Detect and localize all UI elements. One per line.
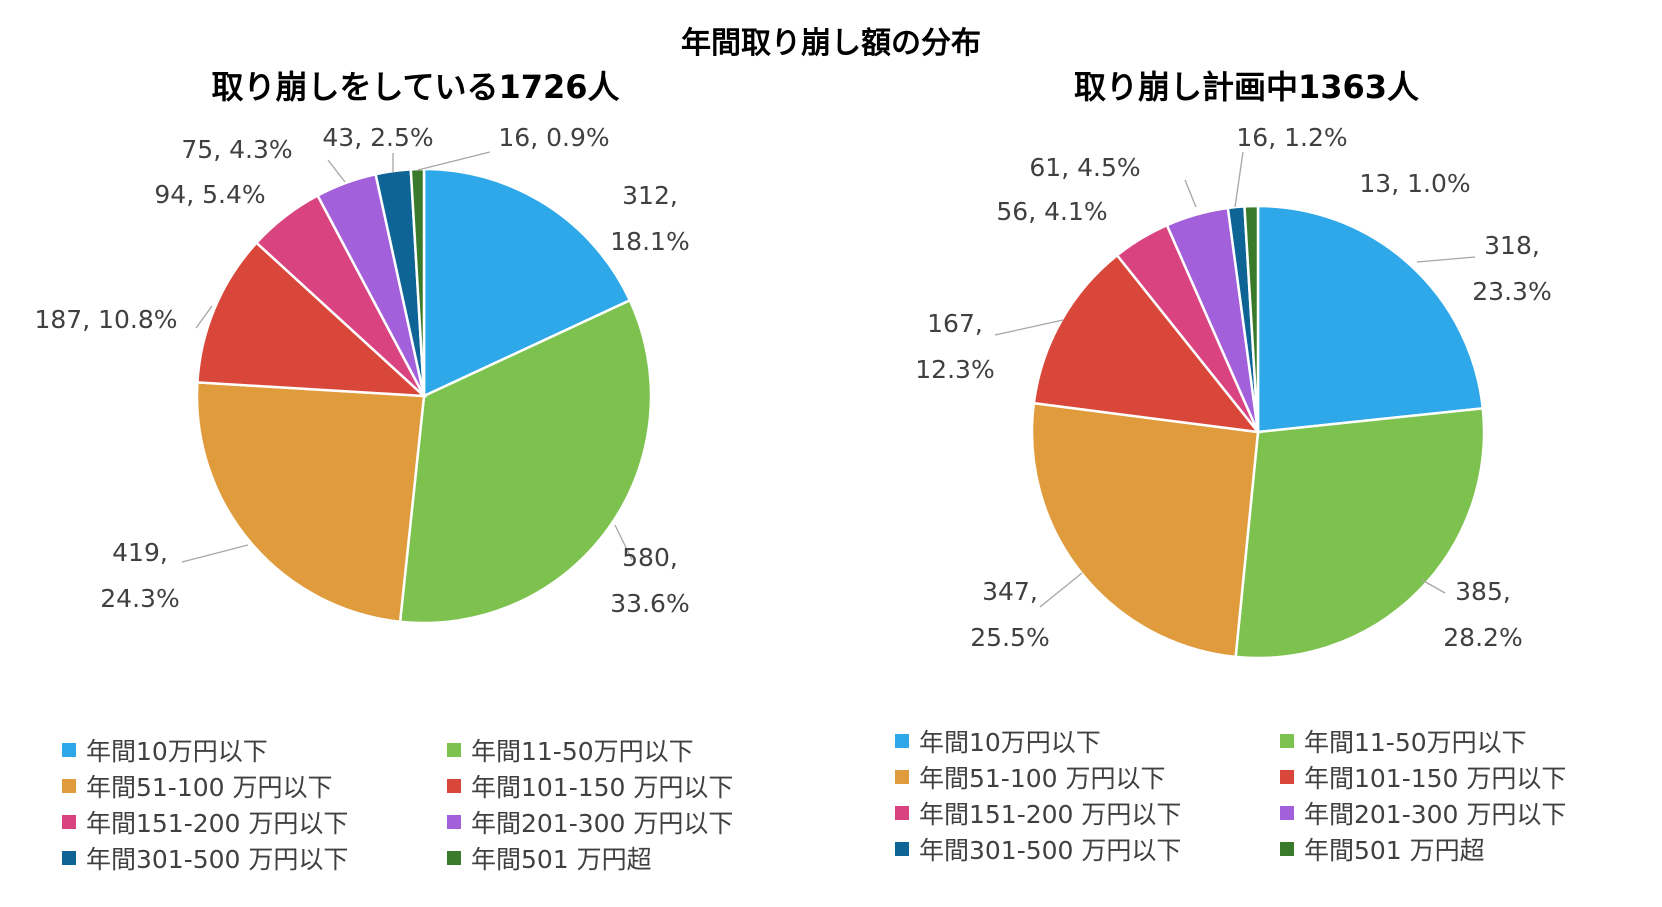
pie1-data-label-8: 16, 0.9% [498,123,609,152]
pie1-data-label-4: 187, 10.8% [34,305,177,334]
legend-swatch [62,779,76,793]
main-title: 年間取り崩し額の分布 [681,26,981,61]
pie2-slice-3 [1030,401,1260,659]
pie2-slice-2 [1234,406,1486,660]
legend-item-1-7: 年間301-500 万円以下 [62,842,447,874]
chart-title-right: 取り崩し計画中1363人 [1073,68,1420,106]
legend-swatch [447,851,461,865]
legend-swatch [895,842,909,856]
legend-swatch [62,743,76,757]
pie1-leader-2 [614,524,633,561]
chart-title-left: 取り崩しをしている1726人 [211,68,620,106]
pie1-data-label-2: 580, 33.6% [610,543,689,618]
pie1-slice-3 [195,381,426,624]
legend-item-2-3: 年間51-100 万円以下 [895,761,1280,793]
legend-swatch [895,734,909,748]
legend-label: 年間11-50万円以下 [471,737,694,766]
pie2-slice-8 [1243,204,1260,433]
pie2-data-label-4: 167, 12.3% [915,309,994,384]
pie2-data-label-5: 56, 4.1% [996,197,1107,226]
legend-label: 年間51-100 万円以下 [86,773,333,802]
pie2-leader-7 [1234,151,1244,208]
legend-label: 年間151-200 万円以下 [86,809,349,838]
legend-item-1-5: 年間151-200 万円以下 [62,806,447,838]
legend-label: 年間301-500 万円以下 [86,845,349,874]
legend-item-1-3: 年間51-100 万円以下 [62,770,447,802]
legend-label: 年間11-50万円以下 [1304,728,1527,757]
legend-item-2-5: 年間151-200 万円以下 [895,797,1280,829]
legend-label: 年間501 万円超 [471,845,652,874]
pie2-data-label-6: 61, 4.5% [1029,153,1140,182]
legend-label: 年間501 万円超 [1304,836,1485,865]
pie2-leader-6 [1184,179,1197,208]
legend-swatch [1280,770,1294,784]
pie1-data-label-1: 312, 18.1% [610,181,689,256]
legend-item-1-6: 年間201-300 万円以下 [447,806,777,838]
pie1-leader-3 [181,544,249,563]
legend-label: 年間101-150 万円以下 [1304,764,1567,793]
legend-swatch [1280,806,1294,820]
legend-label: 年間101-150 万円以下 [471,773,734,802]
pie2-data-label-2: 385, 28.2% [1443,577,1522,652]
pie1-data-label-3: 419, 24.3% [100,538,179,613]
legend-item-2-8: 年間501 万円超 [1280,833,1610,865]
pie1-leader-4 [195,305,213,329]
pie1-slice-4 [196,241,428,398]
legend-label: 年間10万円以下 [86,737,268,766]
legend-label: 年間10万円以下 [919,728,1101,757]
legend-item-1-2: 年間11-50万円以下 [447,734,777,766]
legend-swatch [895,806,909,820]
pie2-leader-2 [1421,579,1446,594]
legend-item-2-6: 年間201-300 万円以下 [1280,797,1610,829]
legend-swatch [62,851,76,865]
legend-label: 年間51-100 万円以下 [919,764,1166,793]
pie2-data-label-3: 347, 25.5% [970,577,1049,652]
legend-label: 年間301-500 万円以下 [919,836,1182,865]
legend-swatch [895,770,909,784]
pie2-leader-3 [1039,572,1083,608]
legend-label: 年間201-300 万円以下 [471,809,734,838]
legend-item-2-4: 年間101-150 万円以下 [1280,761,1610,793]
legend-item-1-1: 年間10万円以下 [62,734,447,766]
legend-label: 年間151-200 万円以下 [919,800,1182,829]
pie2-data-label-8: 13, 1.0% [1359,169,1470,198]
legend-label: 年間201-300 万円以下 [1304,800,1567,829]
legend-item-2-1: 年間10万円以下 [895,725,1280,757]
legend-item-1-4: 年間101-150 万円以下 [447,770,777,802]
pie1-leader-8 [417,151,491,171]
pie1-data-label-7: 43, 2.5% [322,123,433,152]
pie2-data-label-7: 16, 1.2% [1236,123,1347,152]
pie2-slice-4 [1032,253,1261,434]
legend-left: 年間10万円以下 年間11-50万円以下年間51-100 万円以下 年間101-15… [62,734,777,874]
legend-swatch [1280,842,1294,856]
pie2-data-label-1: 318, 23.3% [1472,231,1551,306]
pie2-leader-4 [994,319,1064,336]
pie2-slice-1 [1256,204,1485,434]
pie2-leader-1 [1416,256,1476,263]
legend-item-1-8: 年間501 万円超 [447,842,777,874]
pie1-leader-6 [327,159,346,183]
legend-swatch [447,743,461,757]
legend-swatch [1280,734,1294,748]
legend-swatch [447,779,461,793]
pie1-data-label-6: 75, 4.3% [181,135,292,164]
legend-swatch [62,815,76,829]
pie1-data-label-5: 94, 5.4% [154,180,265,209]
legend-item-2-7: 年間301-500 万円以下 [895,833,1280,865]
pie1-slice-1 [422,167,632,398]
legend-right: 年間10万円以下 年間11-50万円以下年間51-100 万円以下 年間101-15… [895,725,1610,865]
pie1-slice-2 [398,298,653,625]
legend-item-2-2: 年間11-50万円以下 [1280,725,1610,757]
legend-swatch [447,815,461,829]
